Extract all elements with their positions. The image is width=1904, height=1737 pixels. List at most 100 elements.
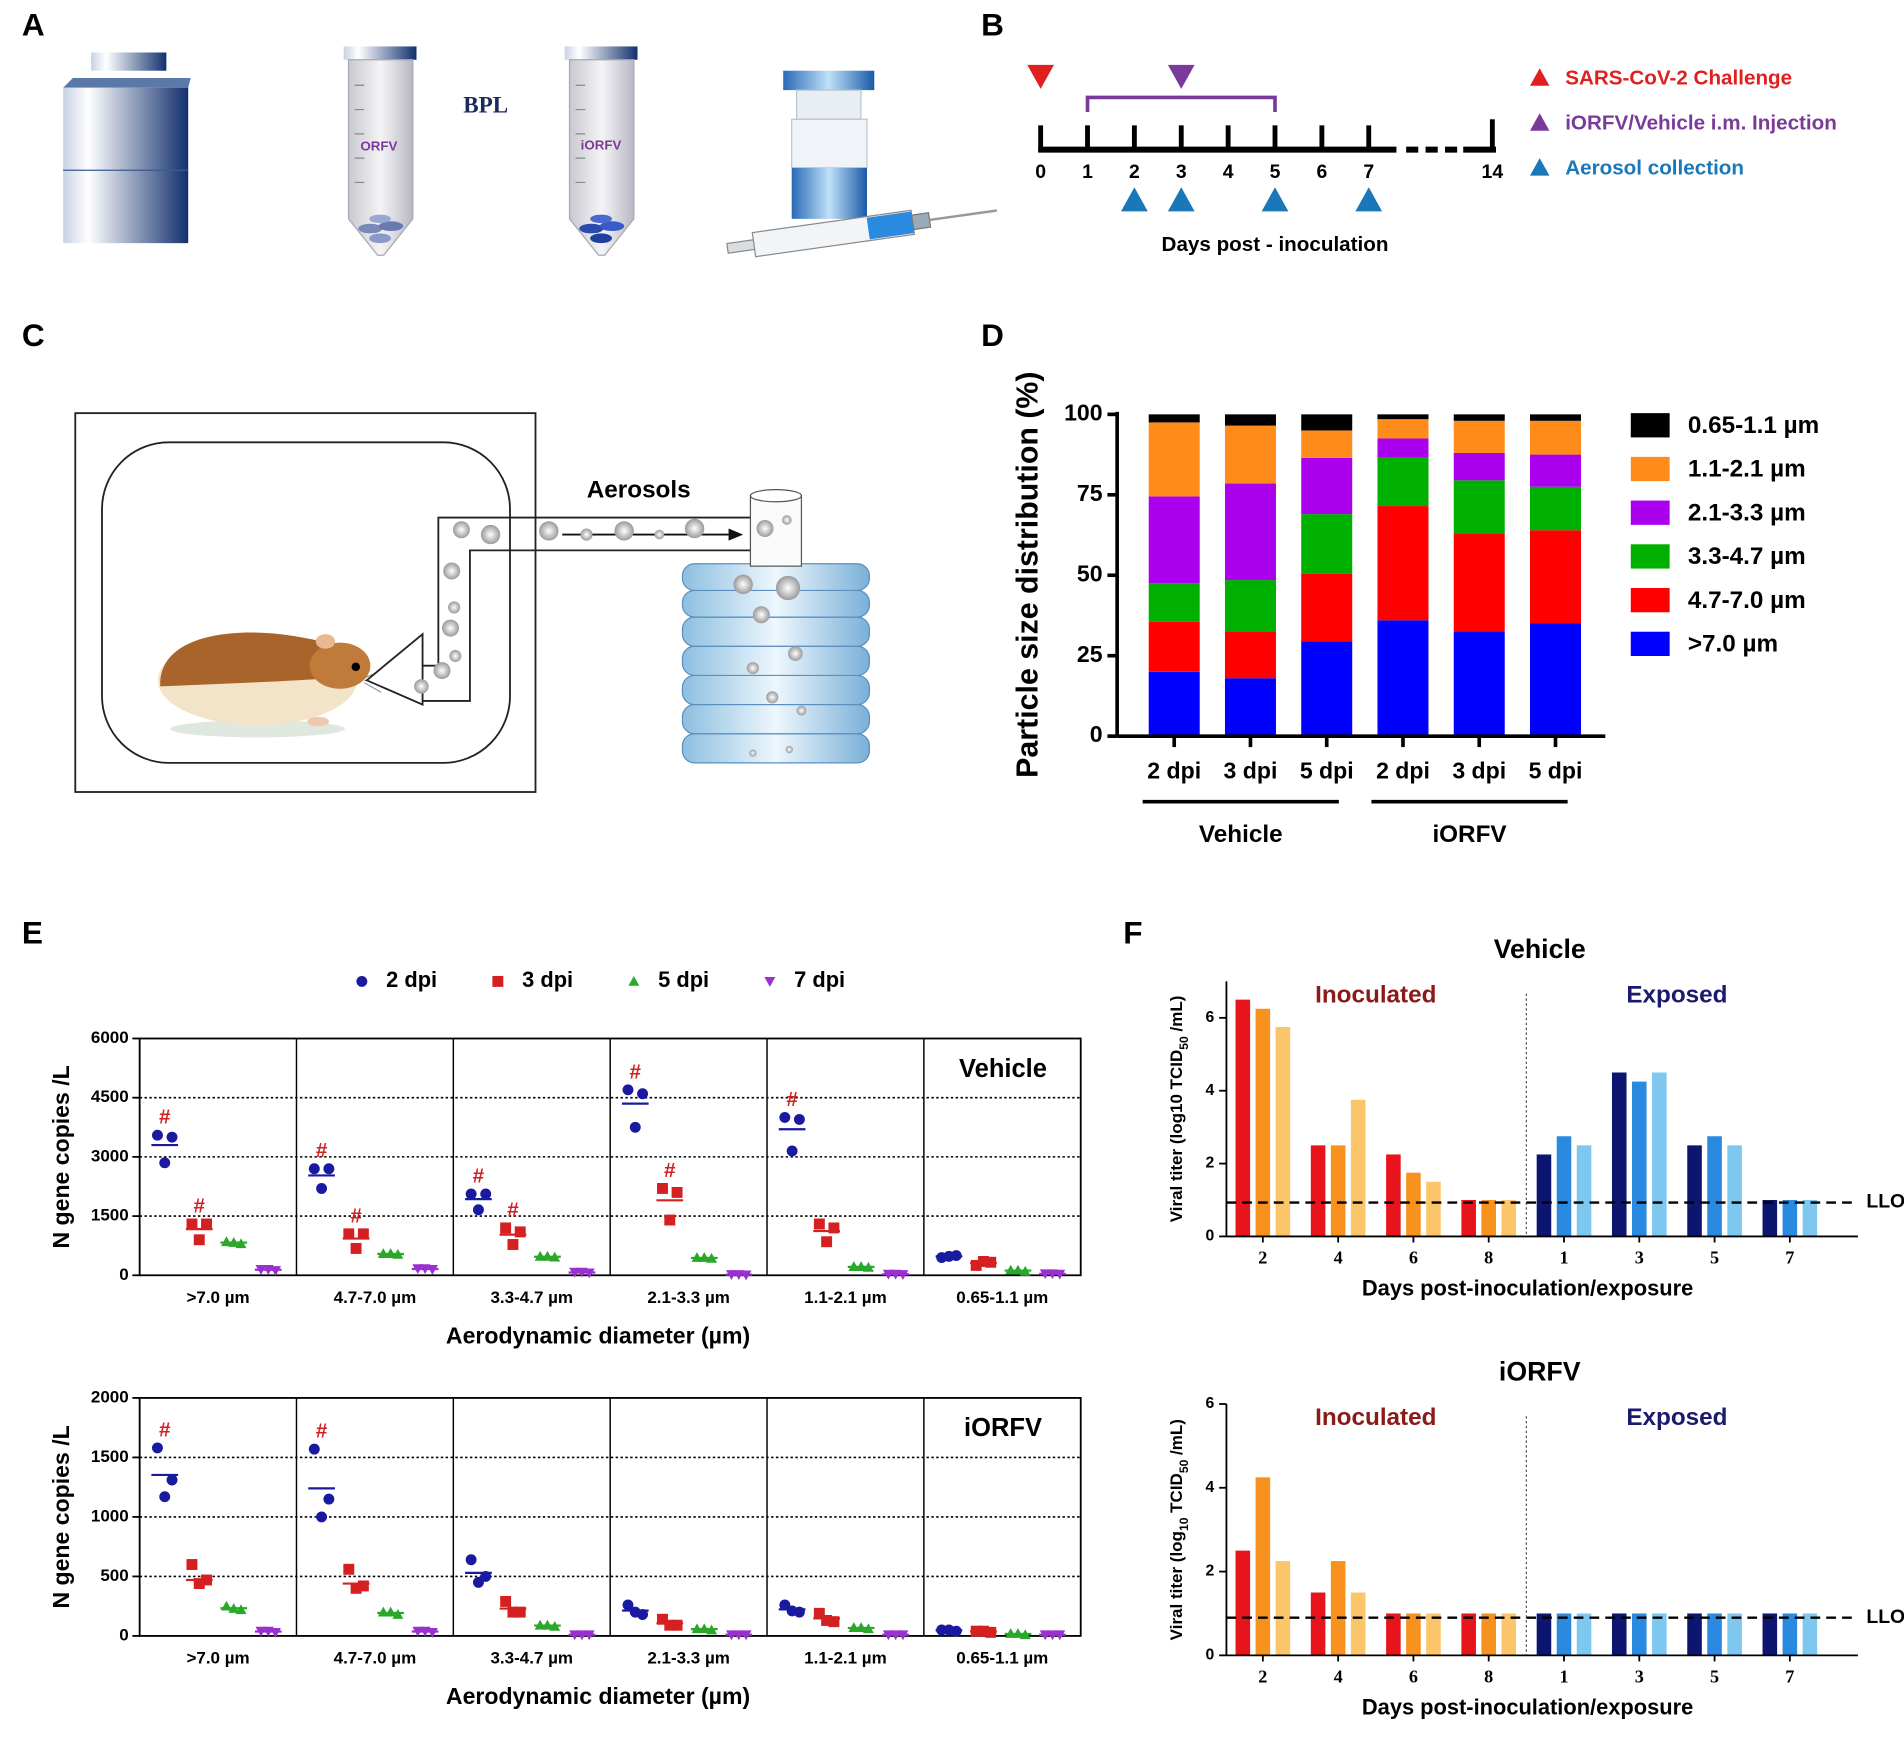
plot-title: Vehicle — [959, 1055, 1047, 1083]
y-axis-label: N gene copies /L — [48, 1065, 74, 1248]
data-point — [151, 1442, 163, 1454]
bar-segment — [1453, 414, 1505, 421]
legend-swatch — [1630, 544, 1670, 569]
y-tick-label: 25 — [1077, 641, 1103, 667]
y-tick-label: 4500 — [91, 1087, 129, 1106]
significance-label: # — [786, 1088, 798, 1111]
bar — [1727, 1613, 1742, 1656]
data-point — [821, 1236, 833, 1248]
y-tick-label: 100 — [1064, 399, 1102, 425]
data-point — [629, 1121, 641, 1133]
reference-label: LLOD — [1866, 1606, 1904, 1628]
x-tick-label: 3.3-4.7 µm — [490, 1288, 573, 1307]
data-point — [671, 1186, 683, 1198]
y-axis-label-part: TCID — [1167, 1473, 1186, 1517]
x-tick-label: 2 dpi — [1376, 758, 1430, 784]
legend-swatch — [1630, 631, 1670, 656]
y-tick-label: 6 — [1206, 1009, 1215, 1026]
group-label: Vehicle — [1199, 821, 1283, 848]
data-point — [357, 1228, 369, 1240]
legend-label: 3 dpi — [522, 967, 573, 992]
bar-segment — [1530, 420, 1581, 455]
tick-label: 2 — [1129, 161, 1140, 183]
sampling-tube — [422, 516, 753, 702]
y-tick-label: 1000 — [91, 1506, 129, 1525]
y-axis-label: N gene copies /L — [48, 1425, 74, 1608]
legend-swatch — [1630, 413, 1670, 438]
data-point — [159, 1491, 171, 1503]
data-point — [813, 1218, 825, 1230]
x-tick-label: 2 — [1258, 1667, 1267, 1687]
bar-segment — [1377, 620, 1429, 737]
bar-segment — [1453, 480, 1505, 534]
y-tick-label: 2 — [1206, 1563, 1215, 1580]
data-point — [786, 1605, 798, 1617]
event-marker — [1261, 187, 1289, 212]
y-tick-label: 4 — [1206, 1479, 1215, 1496]
panel-letter: B — [981, 6, 1004, 42]
bar-segment — [1148, 496, 1200, 584]
significance-label: # — [159, 1418, 171, 1441]
event-marker — [1121, 187, 1148, 212]
legend-marker — [1530, 113, 1550, 131]
bar — [1235, 1550, 1251, 1656]
bar — [1406, 1613, 1421, 1656]
panel-a: A ORFV iORFV BPL — [22, 6, 998, 258]
y-tick-label: 0 — [1090, 721, 1103, 747]
panel-letter: D — [981, 317, 1004, 353]
legend-label: 7 dpi — [794, 967, 845, 992]
x-tick-label: 7 — [1785, 1248, 1794, 1268]
event-marker — [1355, 187, 1383, 212]
data-point — [159, 1157, 171, 1169]
group-label: Exposed — [1626, 981, 1727, 1008]
legend-label: >7.0 µm — [1688, 630, 1778, 657]
bar — [1762, 1613, 1778, 1656]
data-point — [166, 1131, 178, 1143]
panel-letter: F — [1123, 915, 1142, 951]
x-tick-label: 3 dpi — [1224, 758, 1278, 784]
bottle-top — [63, 78, 191, 88]
bar — [1632, 1081, 1647, 1237]
bar-segment — [1148, 422, 1200, 497]
bar-segment — [1301, 414, 1353, 431]
legend-marker — [1530, 158, 1550, 176]
bar-segment — [1377, 419, 1429, 439]
x-tick-label: 3 — [1635, 1667, 1644, 1687]
data-point — [622, 1084, 634, 1096]
bar — [1501, 1200, 1517, 1237]
bar-segment — [1301, 430, 1353, 458]
data-point — [385, 1606, 397, 1617]
y-tick-label: 500 — [100, 1566, 128, 1585]
panel-letter: E — [22, 915, 43, 951]
x-tick-label: 3.3-4.7 µm — [490, 1648, 573, 1667]
data-point — [316, 1183, 328, 1194]
tube — [564, 46, 638, 256]
y-axis-label-part: 50 — [1177, 1036, 1191, 1050]
significance-label: # — [316, 1139, 328, 1162]
bar-segment — [1224, 483, 1276, 581]
tick-label: 6 — [1316, 161, 1327, 183]
data-point — [637, 1088, 649, 1100]
bar-segment — [1301, 457, 1353, 515]
y-tick-label: 2 — [1206, 1155, 1215, 1172]
reference-label: LLOD — [1866, 1191, 1904, 1213]
data-point — [151, 1129, 163, 1141]
y-axis-label-part: Viral titer (log10 TCID — [1167, 1050, 1186, 1223]
legend-swatch — [1630, 456, 1670, 482]
bar-segment — [1301, 573, 1353, 642]
data-point — [166, 1474, 178, 1486]
tick-label: 1 — [1082, 161, 1093, 183]
bar-segment — [1301, 514, 1353, 574]
x-tick-label: >7.0 µm — [186, 1648, 249, 1667]
bar-segment — [1224, 414, 1276, 426]
data-point — [821, 1614, 833, 1626]
x-tick-label: 2 dpi — [1147, 758, 1201, 784]
tick-label: 5 — [1270, 161, 1281, 183]
bar-segment — [1224, 631, 1276, 679]
x-tick-label: 8 — [1484, 1248, 1493, 1268]
data-point — [786, 1145, 798, 1157]
y-tick-label: 0 — [119, 1625, 128, 1644]
bar — [1426, 1181, 1441, 1237]
significance-label: # — [507, 1198, 519, 1221]
